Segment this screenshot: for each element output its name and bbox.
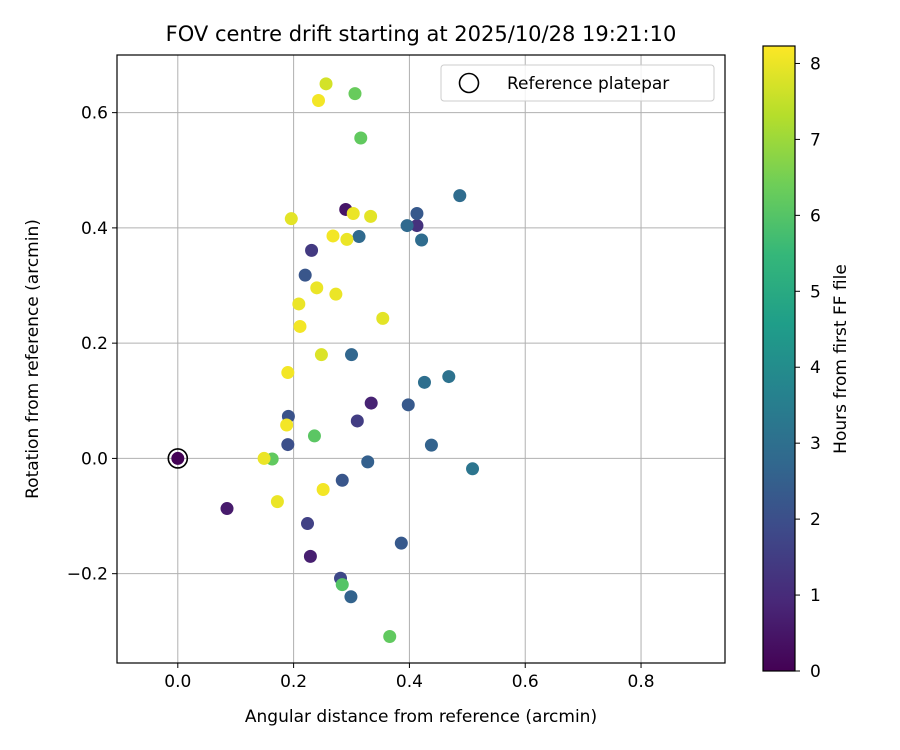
data-point xyxy=(298,268,312,282)
data-point xyxy=(335,578,349,592)
data-point xyxy=(292,297,306,311)
data-point xyxy=(270,495,284,509)
data-point xyxy=(257,451,271,465)
legend: Reference platepar xyxy=(440,64,715,102)
data-point xyxy=(281,366,295,380)
data-point xyxy=(424,438,438,452)
data-point xyxy=(281,438,295,452)
x-axis-ticks: 0.0 0.2 0.4 0.6 0.8 xyxy=(164,663,655,692)
data-point xyxy=(345,348,359,362)
data-point xyxy=(301,517,315,531)
data-point xyxy=(312,94,326,108)
colorbar-tick-label: 1 xyxy=(810,586,821,606)
colorbar-tick-label: 3 xyxy=(810,434,821,454)
x-tick-label: 0.8 xyxy=(628,672,655,692)
plot-area xyxy=(117,55,725,663)
data-point xyxy=(354,131,368,145)
data-point xyxy=(348,87,362,101)
data-point xyxy=(350,414,364,428)
colorbar-tick-label: 6 xyxy=(810,206,821,226)
colorbar-label: Hours from first FF file xyxy=(831,264,851,454)
data-point xyxy=(293,319,307,333)
reference-marker xyxy=(167,448,189,469)
colorbar-gradient xyxy=(762,45,796,672)
data-point xyxy=(361,455,375,469)
data-point xyxy=(319,77,333,91)
colorbar-tick-label: 0 xyxy=(810,662,821,682)
colorbar-tick-label: 2 xyxy=(810,510,821,530)
data-point xyxy=(303,549,317,563)
x-axis-label: Angular distance from reference (arcmin) xyxy=(245,707,597,727)
reference-marker-layer xyxy=(167,448,189,469)
colorbar-tick-label: 4 xyxy=(810,358,821,378)
data-point xyxy=(340,232,354,246)
data-point xyxy=(442,370,456,384)
data-point xyxy=(335,473,349,487)
chart-title: FOV centre drift starting at 2025/10/28 … xyxy=(166,22,677,46)
data-point xyxy=(466,462,480,476)
data-point xyxy=(376,311,390,325)
data-point xyxy=(415,233,429,247)
y-tick-label: 0.4 xyxy=(81,219,108,239)
colorbar-tick-label: 5 xyxy=(810,282,821,302)
y-tick-label: −0.2 xyxy=(67,565,108,585)
data-points xyxy=(171,77,480,643)
data-point xyxy=(394,536,408,550)
x-tick-label: 0.2 xyxy=(280,672,307,692)
colorbar: 0 1 2 3 4 5 6 7 8 Hours from first FF file xyxy=(762,45,851,682)
data-point xyxy=(453,189,467,203)
y-axis-ticks: −0.2 0.0 0.2 0.4 0.6 xyxy=(67,104,117,585)
colorbar-tick-label: 7 xyxy=(810,130,821,150)
data-point xyxy=(364,209,378,223)
legend-marker-icon xyxy=(458,72,480,94)
x-tick-label: 0.6 xyxy=(512,672,539,692)
y-tick-label: 0.2 xyxy=(81,334,108,354)
legend-entry-reference: Reference platepar xyxy=(507,74,669,94)
plot-frame xyxy=(116,54,726,664)
data-point xyxy=(316,483,330,497)
data-point xyxy=(314,348,328,362)
data-point xyxy=(410,206,424,220)
data-point xyxy=(280,418,294,432)
data-point xyxy=(171,451,185,465)
data-point xyxy=(284,212,298,226)
x-tick-label: 0.0 xyxy=(164,672,191,692)
data-point xyxy=(344,590,358,604)
data-point xyxy=(346,206,360,220)
legend-box xyxy=(440,64,715,102)
data-point xyxy=(410,219,424,233)
data-point xyxy=(326,229,340,243)
data-point xyxy=(307,429,321,443)
data-point xyxy=(401,398,415,412)
data-point xyxy=(383,629,397,643)
y-axis-label: Rotation from reference (arcmin) xyxy=(23,219,43,499)
data-point xyxy=(400,219,414,233)
data-point xyxy=(417,375,431,389)
colorbar-ticks: 0 1 2 3 4 5 6 7 8 xyxy=(795,54,821,682)
y-tick-label: 0.6 xyxy=(81,104,108,124)
data-point xyxy=(364,396,378,410)
y-tick-label: 0.0 xyxy=(81,449,108,469)
data-point xyxy=(329,287,343,301)
data-point xyxy=(305,243,319,257)
colorbar-tick-label: 8 xyxy=(810,54,821,74)
data-point xyxy=(220,502,234,516)
x-tick-label: 0.4 xyxy=(396,672,423,692)
data-point xyxy=(352,230,366,244)
data-point xyxy=(310,281,324,295)
